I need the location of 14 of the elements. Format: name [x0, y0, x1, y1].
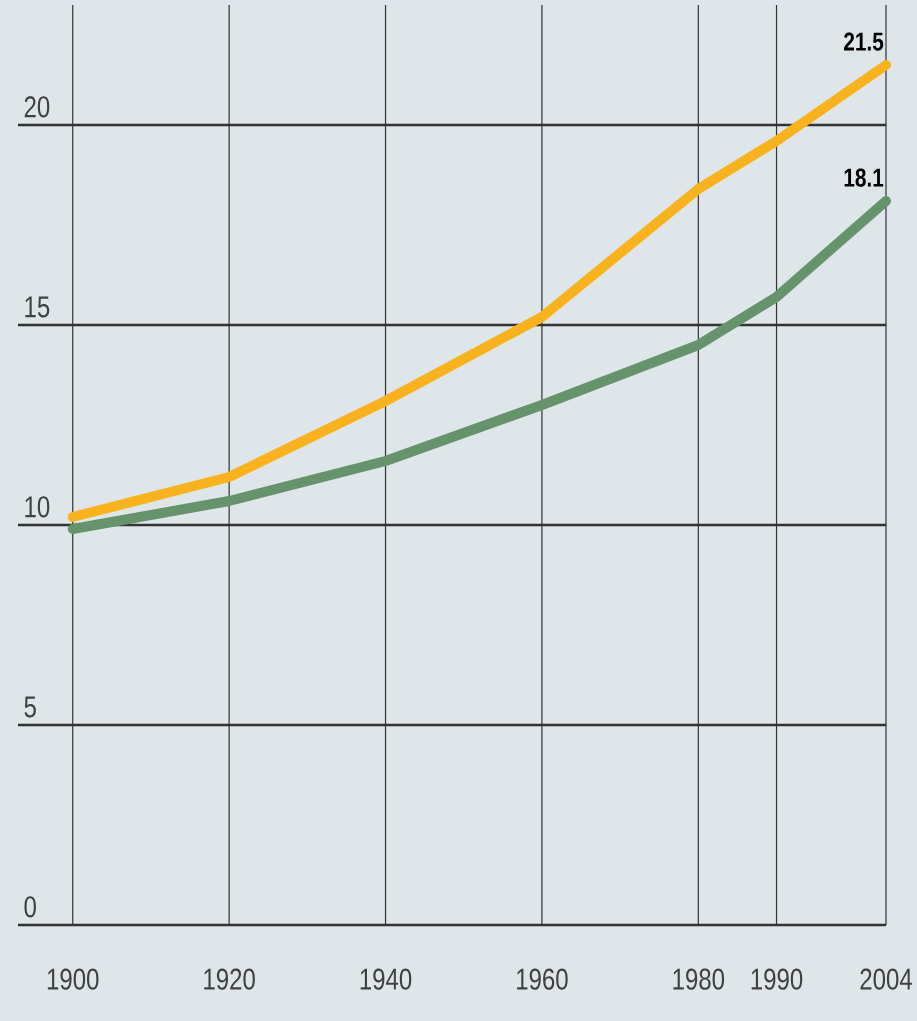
- data-label: 21.5: [844, 32, 884, 51]
- x-tick-label: 2004: [860, 968, 912, 990]
- x-tick-label: 1900: [47, 968, 99, 990]
- y-tick-label: 15: [25, 296, 50, 318]
- y-tick-label: 5: [24, 696, 36, 718]
- y-tick-label: 20: [24, 96, 50, 118]
- x-tick-label: 1940: [360, 968, 412, 990]
- x-tick-label: 1980: [673, 968, 725, 990]
- x-tick-label: 1960: [517, 968, 568, 990]
- x-tick-label: 1920: [204, 968, 255, 990]
- y-tick-label: 10: [25, 496, 50, 518]
- y-tick-label: 0: [24, 896, 36, 918]
- x-tick-label: 1990: [751, 968, 803, 990]
- data-label: 18.1: [844, 168, 884, 187]
